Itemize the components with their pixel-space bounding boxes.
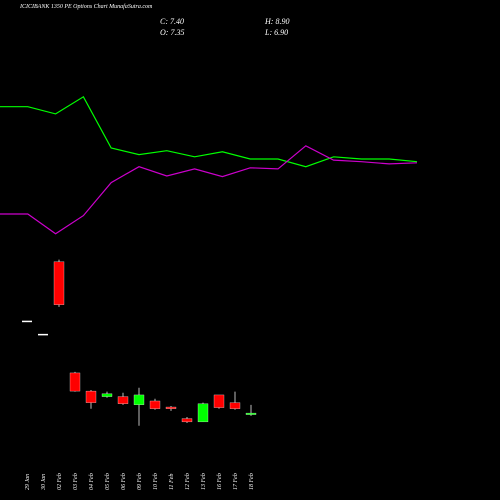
candle-body	[53, 261, 65, 305]
info-open: O: 7.35	[160, 28, 184, 37]
x-tick-label: 04 Feb	[88, 473, 95, 490]
x-tick-label: 29 Jan	[25, 474, 31, 490]
candle-body	[101, 393, 113, 397]
info-close: C: 7.40	[160, 17, 184, 26]
candle-body	[229, 402, 241, 409]
candle-body	[149, 400, 161, 409]
candle-body	[133, 394, 145, 405]
indicator-line	[0, 95, 418, 168]
chart-title: ICICIBANK 1350 PE Options Chart MunafaSu…	[19, 3, 153, 10]
x-tick-label: 02 Feb	[57, 473, 63, 490]
candle-body	[245, 412, 257, 415]
x-tick-label: 17 Feb	[233, 473, 239, 490]
candle-body	[69, 372, 81, 392]
candle-body	[165, 406, 177, 409]
candle-body	[213, 394, 225, 408]
x-tick-label: 16 Feb	[217, 473, 223, 490]
x-tick-label: 30 Jan	[41, 474, 47, 491]
candle-body	[117, 396, 129, 404]
x-tick-label: 11 Feb	[169, 474, 175, 490]
candle-body	[22, 320, 32, 323]
candle-body	[85, 390, 97, 403]
x-tick-label: 03 Feb	[73, 473, 79, 490]
candle-body	[38, 333, 48, 336]
x-tick-label: 12 Feb	[185, 473, 191, 490]
info-low: L: 6.90	[264, 28, 288, 37]
x-tick-label: 05 Feb	[105, 473, 111, 490]
indicator-line	[0, 145, 418, 235]
info-high: H: 8.90	[264, 17, 289, 26]
x-tick-label: 06 Feb	[121, 473, 127, 490]
x-tick-label: 10 Feb	[153, 473, 159, 490]
candle-body	[197, 403, 209, 423]
x-tick-label: 13 Feb	[201, 473, 207, 490]
x-tick-label: 09 Feb	[137, 473, 143, 490]
x-tick-label: 18 Feb	[249, 473, 255, 490]
candle-body	[181, 418, 193, 423]
